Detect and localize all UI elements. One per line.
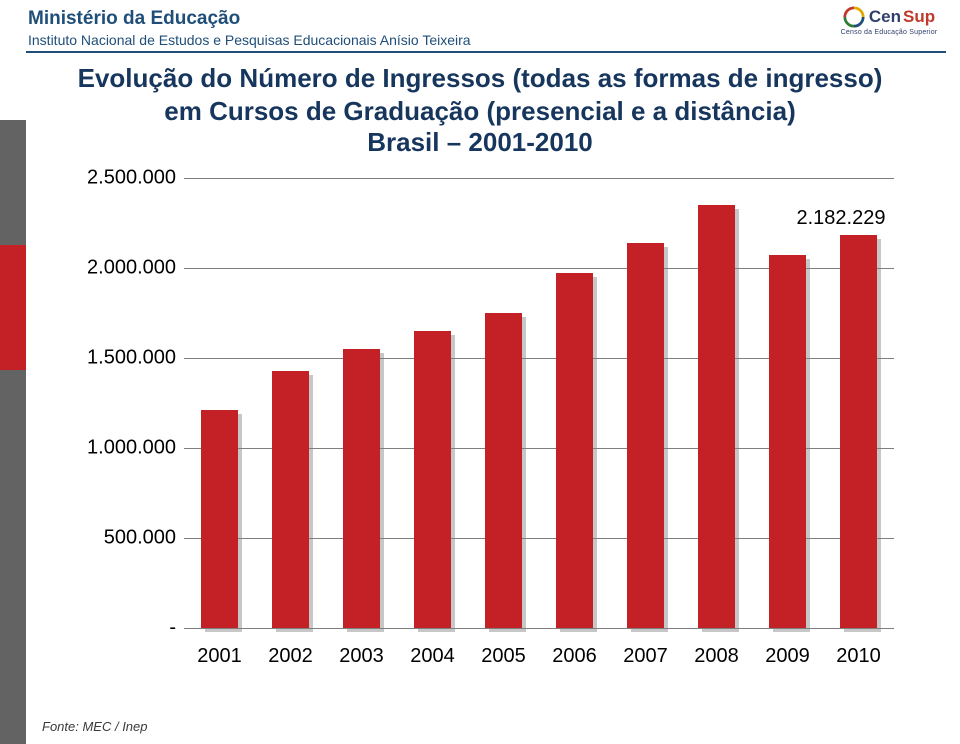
institute-label: Instituto Nacional de Estudos e Pesquisa… <box>28 32 471 48</box>
x-tick-label: 2008 <box>694 645 739 668</box>
strip-segment <box>0 432 26 494</box>
x-tick-label: 2007 <box>623 645 668 668</box>
strip-segment <box>0 557 26 619</box>
y-tick-label: 500.000 <box>64 527 176 550</box>
source-label: Fonte: MEC / Inep <box>42 719 148 734</box>
bar-chart: -500.0001.000.0001.500.0002.000.0002.500… <box>64 178 894 668</box>
title-line-2: Brasil – 2001-2010 <box>60 127 900 158</box>
y-tick-label: 2.500.000 <box>64 167 176 190</box>
bar <box>769 255 806 628</box>
strip-segment <box>0 120 26 182</box>
bar <box>556 273 593 628</box>
x-tick-label: 2001 <box>197 645 242 668</box>
x-tick-label: 2010 <box>836 645 881 668</box>
strip-segment <box>0 682 26 744</box>
strip-segment <box>0 182 26 244</box>
bar <box>272 371 309 628</box>
bars-layer <box>184 178 894 628</box>
x-tick-label: 2009 <box>765 645 810 668</box>
plot-area <box>184 178 894 628</box>
y-tick-label: 1.000.000 <box>64 437 176 460</box>
bar <box>485 313 522 628</box>
gridline <box>184 178 894 179</box>
x-tick-label: 2002 <box>268 645 313 668</box>
bar-value-label: 2.182.229 <box>797 207 886 230</box>
header-text: Ministério da Educação Instituto Naciona… <box>28 6 471 48</box>
title-line-1: Evolução do Número de Ingressos (todas a… <box>60 62 900 127</box>
logo-icon <box>843 6 865 28</box>
bar <box>201 410 238 628</box>
strip-segment <box>0 245 26 307</box>
bar <box>840 235 877 628</box>
gridline <box>184 628 894 629</box>
x-tick-label: 2005 <box>481 645 526 668</box>
strip-segment <box>0 370 26 432</box>
x-tick-label: 2006 <box>552 645 597 668</box>
y-tick-label: 1.500.000 <box>64 347 176 370</box>
strip-segment <box>0 619 26 681</box>
censup-logo: CenSup Censo da Educação Superior <box>838 6 940 50</box>
bar <box>698 205 735 628</box>
header-rule <box>26 51 946 53</box>
logo-text: CenSup <box>869 7 935 27</box>
bar <box>343 349 380 628</box>
x-tick-label: 2004 <box>410 645 455 668</box>
strip-segment <box>0 307 26 369</box>
logo-subtitle: Censo da Educação Superior <box>841 29 938 36</box>
ministry-label: Ministério da Educação <box>28 8 471 30</box>
y-tick-label: - <box>64 617 176 640</box>
bar <box>414 331 451 628</box>
page-header: Ministério da Educação Instituto Naciona… <box>28 6 940 50</box>
bar <box>627 243 664 628</box>
y-tick-label: 2.000.000 <box>64 257 176 280</box>
x-tick-label: 2003 <box>339 645 384 668</box>
left-accent-strip <box>0 120 26 744</box>
strip-segment <box>0 494 26 556</box>
page-title: Evolução do Número de Ingressos (todas a… <box>60 62 900 158</box>
